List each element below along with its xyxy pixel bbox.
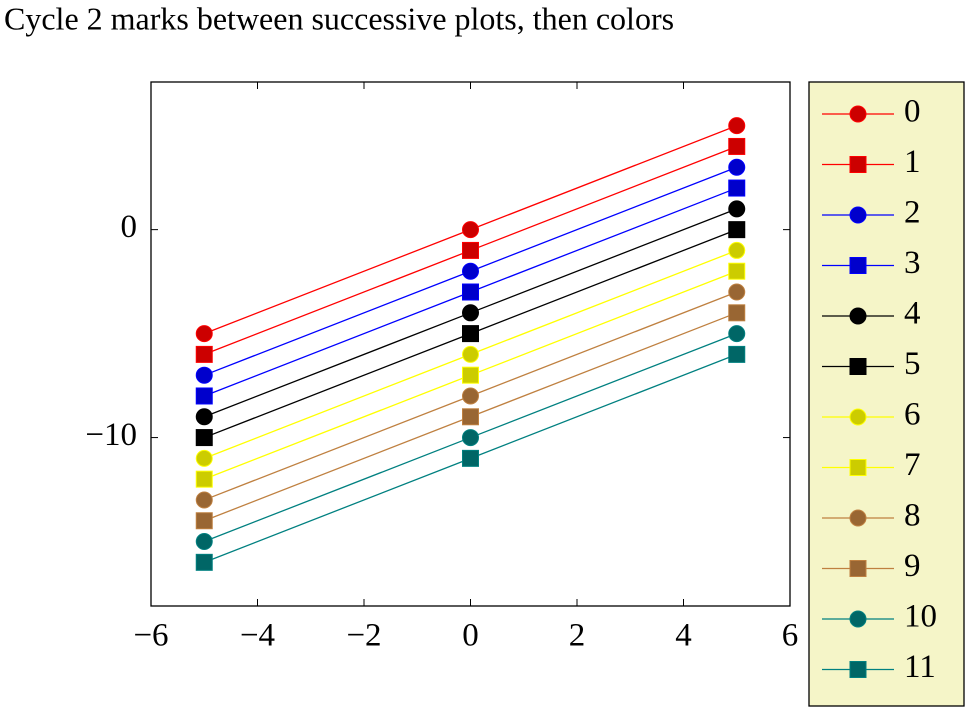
marker [728, 137, 746, 155]
marker [728, 179, 746, 197]
legend-label: 5 [904, 346, 921, 382]
marker [195, 449, 213, 467]
legend-label: 7 [904, 447, 921, 483]
marker [195, 533, 213, 551]
legend-label: 10 [904, 599, 937, 635]
legend-label: 3 [904, 245, 921, 281]
marker [462, 387, 479, 405]
marker [195, 325, 213, 343]
x-tick-label: 2 [569, 618, 586, 654]
legend-label: 8 [904, 498, 921, 534]
marker [728, 262, 746, 280]
marker [728, 158, 746, 176]
legend-label: 1 [904, 144, 921, 180]
x-tick-label: −6 [133, 618, 168, 654]
marker [728, 200, 746, 218]
marker [462, 429, 479, 447]
marker [462, 304, 479, 322]
marker [849, 257, 867, 274]
marker [462, 325, 479, 343]
marker [462, 241, 479, 259]
legend-label: 0 [904, 94, 921, 130]
marker [728, 241, 746, 259]
legend-label: 6 [904, 397, 921, 433]
marker [462, 449, 479, 467]
x-tick-label: −2 [346, 618, 381, 654]
marker [195, 387, 213, 405]
marker [462, 283, 479, 301]
marker [195, 512, 213, 530]
legend-label: 11 [904, 649, 936, 685]
marker [849, 610, 867, 628]
x-tick-label: 0 [462, 618, 479, 654]
marker [849, 560, 867, 577]
marker [195, 366, 213, 384]
marker [462, 262, 479, 280]
marker [728, 345, 746, 363]
marker [849, 661, 867, 678]
chart-title: Cycle 2 marks between successive plots, … [4, 0, 674, 36]
marker [195, 345, 213, 363]
x-tick-label: 6 [782, 618, 799, 654]
marker [849, 307, 867, 325]
marker [728, 325, 746, 343]
y-tick-label: −10 [85, 417, 137, 453]
marker [462, 408, 479, 426]
marker [728, 283, 746, 301]
x-tick-label: −4 [240, 618, 275, 654]
marker [462, 221, 479, 239]
marker [728, 117, 746, 135]
legend-label: 2 [904, 195, 921, 231]
marker [195, 491, 213, 509]
marker [728, 221, 746, 239]
legend [808, 81, 965, 707]
marker [462, 366, 479, 384]
x-tick-label: 4 [675, 618, 692, 654]
marker [849, 105, 867, 123]
marker [195, 470, 213, 488]
marker [849, 358, 867, 375]
marker [462, 345, 479, 363]
marker [849, 408, 867, 426]
marker [195, 553, 213, 571]
legend-label: 4 [904, 296, 921, 332]
marker [849, 156, 867, 173]
plot-frame [150, 81, 791, 607]
marker [849, 459, 867, 476]
marker [849, 206, 867, 224]
marker [195, 408, 213, 426]
marker [195, 429, 213, 447]
marker [849, 509, 867, 527]
marker [728, 304, 746, 322]
y-tick-label: 0 [121, 209, 138, 245]
legend-label: 9 [904, 548, 921, 584]
